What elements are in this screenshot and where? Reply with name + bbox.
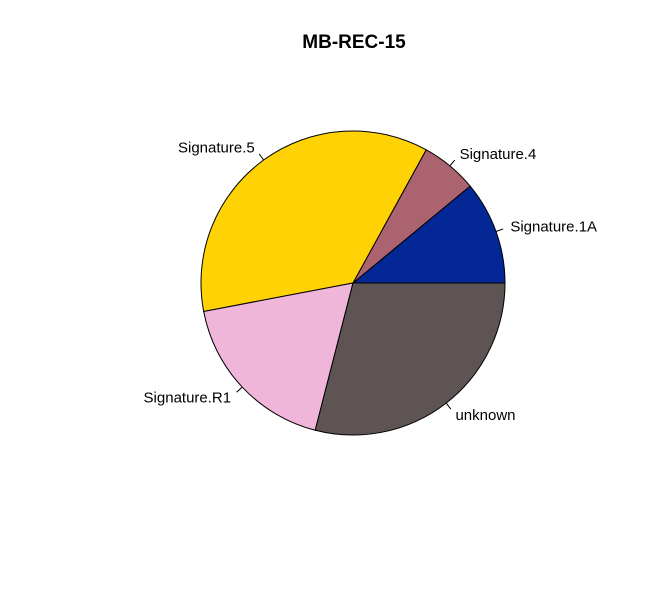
slice-label-signature-4: Signature.4 (460, 146, 537, 163)
chart-title: MB-REC-15 (302, 32, 406, 53)
slice-labels: Signature.1A Signature.4 Signature.5 Signat… (144, 140, 597, 424)
slice-label-signature-r1: Signature.R1 (144, 389, 232, 406)
pie-slice-signature-1a (351, 185, 506, 284)
leader-line-signature-r1 (236, 386, 243, 393)
pie-slice-signature-r1 (203, 282, 354, 431)
slice-label-signature-1a: Signature.1A (510, 218, 597, 235)
label-leader-lines (236, 153, 504, 410)
pie-slice-unknown (314, 282, 506, 436)
slice-label-signature-5: Signature.5 (178, 140, 255, 157)
leader-line-signature-4 (449, 159, 456, 167)
slice-label-unknown: unknown (455, 407, 515, 424)
leader-line-signature-5 (258, 153, 265, 161)
leader-line-signature-1a (495, 228, 504, 232)
leader-line-unknown (445, 402, 452, 410)
pie-slices (200, 130, 506, 436)
